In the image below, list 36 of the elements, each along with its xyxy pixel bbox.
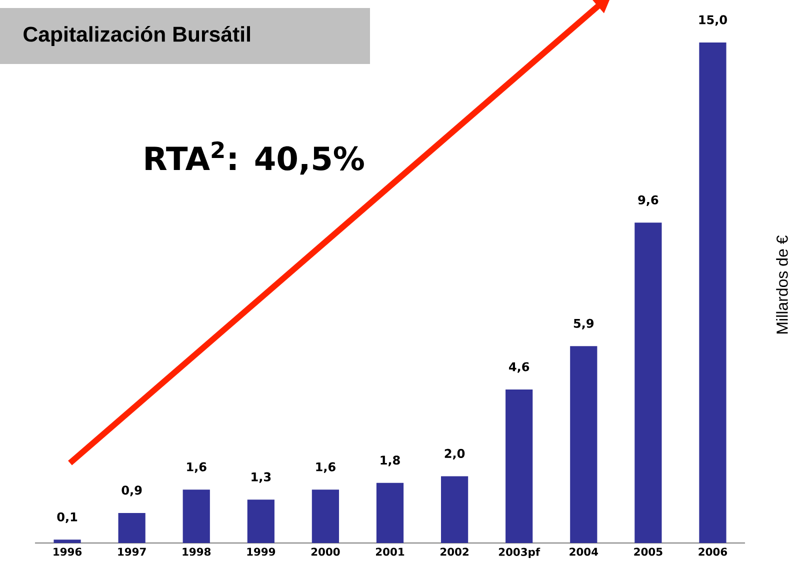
data-label: 15,0: [699, 15, 727, 26]
x-tick-label: 1999: [247, 548, 276, 556]
x-tick-label: 2006: [698, 548, 727, 556]
data-label: 0,9: [122, 486, 142, 496]
x-tick-label: 2005: [634, 548, 662, 556]
annotation: RTA$^{2}$: 40,5%: [146, 141, 364, 175]
bar: [634, 222, 662, 543]
data-label: 1,6: [187, 462, 206, 473]
data-label: 4,6: [509, 362, 530, 373]
x-tick-label: 2004: [570, 548, 598, 556]
data-label: 1,3: [252, 472, 271, 483]
data-label: 0,1: [57, 512, 78, 523]
bar: [247, 500, 274, 543]
x-tick-label: 1996: [54, 548, 82, 556]
x-tick-label: 1997: [118, 548, 146, 556]
data-label: 1,6: [316, 462, 336, 473]
bar: [182, 490, 210, 543]
bar: [440, 476, 468, 543]
bar: [118, 512, 146, 543]
x-tick-label: 2002: [440, 548, 468, 556]
chart-title: Capitalización Bursátil: [24, 26, 250, 46]
bar: [570, 346, 598, 543]
bar: [699, 42, 726, 543]
x-tick-label: 1998: [182, 548, 211, 556]
bar: [54, 540, 81, 543]
x-tick-label: 2003pf: [498, 548, 540, 558]
bar: [506, 390, 533, 543]
bar: [312, 490, 340, 543]
data-label: 2,0: [444, 448, 465, 460]
y-axis-title: Millardos de €: [776, 235, 788, 334]
data-label: 5,9: [574, 318, 594, 330]
data-label: 1,8: [380, 456, 400, 466]
x-tick-label: 2001: [376, 548, 404, 556]
bar: [376, 482, 404, 543]
x-tick-label: 2000: [311, 548, 340, 556]
data-label: 9,6: [638, 195, 658, 206]
